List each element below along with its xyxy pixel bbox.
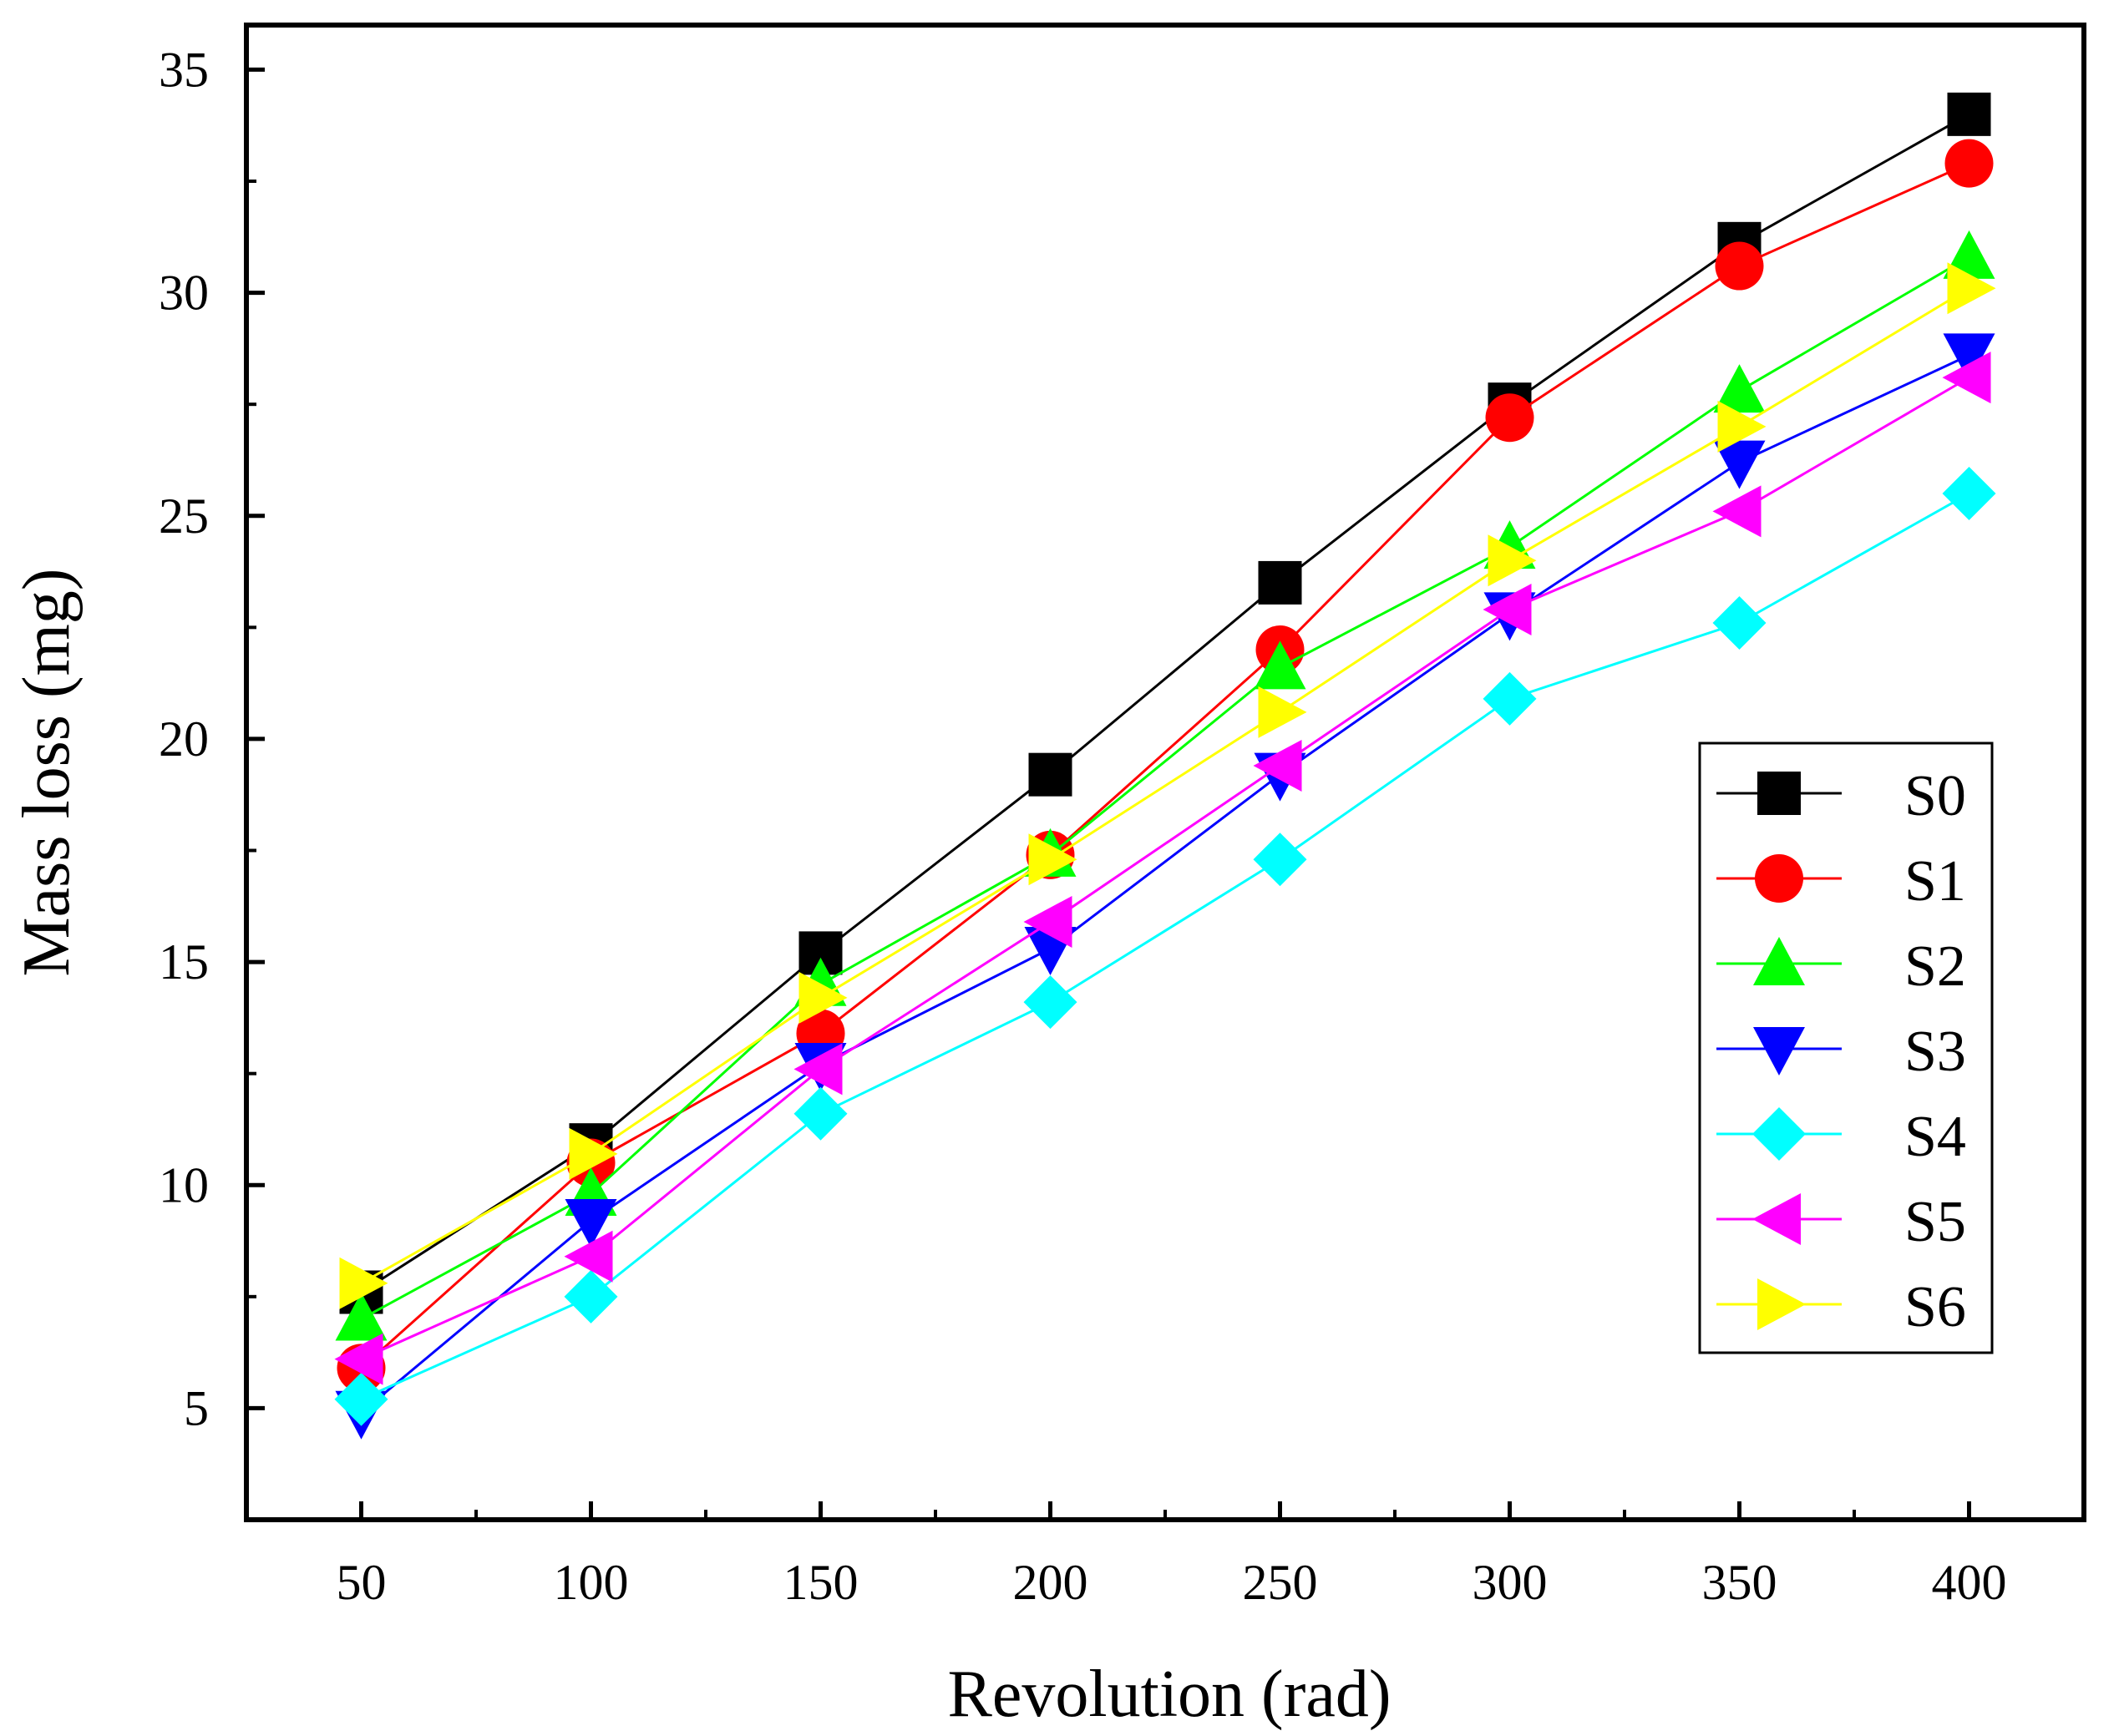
x-axis: 50 100 150 200 250 300 350 400 bbox=[337, 1501, 2007, 1610]
data-point bbox=[1943, 333, 1995, 382]
data-point bbox=[1943, 230, 1995, 279]
legend-label: S0 bbox=[1904, 764, 1966, 828]
series-s4 bbox=[334, 467, 1996, 1426]
data-point bbox=[1944, 139, 1994, 188]
series-s5 bbox=[334, 352, 1991, 1385]
legend-entries: S0 S1 S2 S3 S4 S5 S6 bbox=[1716, 764, 1966, 1339]
legend-entry: S3 bbox=[1716, 1020, 1966, 1084]
data-point bbox=[564, 1269, 618, 1324]
legend-entry: S1 bbox=[1716, 849, 1966, 914]
data-point bbox=[793, 1086, 848, 1141]
legend-entry: S4 bbox=[1716, 1105, 1966, 1169]
data-point bbox=[793, 1043, 843, 1096]
legend-marker bbox=[1757, 1278, 1806, 1330]
data-point bbox=[334, 1372, 388, 1426]
x-tick-label: 250 bbox=[1243, 1555, 1318, 1610]
data-point bbox=[1483, 583, 1532, 635]
series-line bbox=[360, 162, 1970, 1369]
data-point bbox=[339, 1257, 388, 1309]
data-point bbox=[1488, 534, 1537, 587]
data-point bbox=[564, 1230, 613, 1283]
data-point bbox=[1942, 352, 1991, 404]
data-point bbox=[565, 1199, 617, 1248]
data-point bbox=[1023, 896, 1072, 948]
legend-label: S3 bbox=[1904, 1020, 1966, 1084]
series-layer bbox=[334, 92, 1996, 1440]
legend-label: S6 bbox=[1904, 1275, 1966, 1339]
legend-entry: S5 bbox=[1716, 1190, 1966, 1254]
data-point bbox=[1254, 640, 1306, 690]
x-tick-label: 300 bbox=[1473, 1555, 1548, 1610]
data-point bbox=[1253, 833, 1307, 887]
y-tick-label: 20 bbox=[159, 711, 209, 767]
legend-marker bbox=[1752, 1107, 1806, 1161]
series-s6 bbox=[339, 262, 1996, 1309]
data-point bbox=[1715, 241, 1764, 291]
y-tick-label: 30 bbox=[159, 266, 209, 321]
data-point bbox=[1483, 671, 1537, 726]
data-point bbox=[1258, 560, 1302, 605]
legend-entry: S0 bbox=[1716, 764, 1966, 828]
data-point bbox=[1712, 596, 1767, 650]
x-axis-title: Revolution (rad) bbox=[948, 1658, 1392, 1731]
x-tick-label: 400 bbox=[1932, 1555, 2007, 1610]
legend-marker bbox=[1753, 937, 1805, 985]
data-point bbox=[1485, 393, 1534, 443]
legend-label: S1 bbox=[1904, 849, 1966, 914]
data-point bbox=[1028, 752, 1072, 797]
data-point bbox=[1947, 92, 1991, 136]
x-tick-label: 350 bbox=[1702, 1555, 1777, 1610]
data-point bbox=[1028, 833, 1077, 886]
x-tick-label: 200 bbox=[1013, 1555, 1088, 1610]
y-tick-label: 10 bbox=[159, 1157, 209, 1212]
data-point bbox=[1713, 364, 1766, 413]
y-tick-label: 15 bbox=[159, 934, 209, 989]
y-axis: 5 10 15 20 25 30 35 bbox=[159, 42, 265, 1521]
series-line bbox=[360, 376, 1970, 1361]
legend-entry: S2 bbox=[1716, 934, 1966, 999]
y-tick-label: 5 bbox=[184, 1380, 209, 1435]
y-axis-title: Mass loss (mg) bbox=[10, 569, 84, 977]
legend-marker bbox=[1757, 772, 1801, 815]
series-line bbox=[360, 256, 1970, 1320]
data-point bbox=[1947, 262, 1996, 315]
data-point bbox=[335, 1292, 388, 1341]
legend-marker bbox=[1755, 854, 1803, 903]
legend: S0 S1 S2 S3 S4 S5 S6 bbox=[1698, 741, 1994, 1354]
data-point bbox=[1023, 975, 1077, 1030]
legend-label: S2 bbox=[1904, 934, 1966, 999]
data-point bbox=[1253, 739, 1302, 792]
x-tick-label: 50 bbox=[337, 1555, 387, 1610]
legend-label: S5 bbox=[1904, 1190, 1966, 1254]
x-tick-label: 150 bbox=[783, 1555, 859, 1610]
data-point bbox=[1717, 400, 1767, 453]
series-line bbox=[360, 113, 1970, 1293]
data-point bbox=[1942, 467, 1996, 521]
series-line bbox=[360, 354, 1970, 1414]
data-point bbox=[569, 1127, 618, 1180]
data-point bbox=[1258, 686, 1307, 738]
x-tick-label: 100 bbox=[554, 1555, 629, 1610]
y-tick-label: 25 bbox=[159, 488, 209, 544]
legend-marker bbox=[1753, 1027, 1805, 1076]
data-point bbox=[334, 1333, 383, 1385]
data-point bbox=[1713, 440, 1766, 489]
legend-label: S4 bbox=[1904, 1105, 1966, 1169]
data-point bbox=[798, 971, 848, 1024]
legend-marker bbox=[1752, 1193, 1801, 1245]
series-line bbox=[360, 286, 1970, 1285]
legend-entry: S6 bbox=[1716, 1275, 1966, 1339]
series-line bbox=[360, 492, 1970, 1401]
data-point bbox=[1712, 485, 1762, 538]
y-tick-label: 35 bbox=[159, 42, 209, 97]
